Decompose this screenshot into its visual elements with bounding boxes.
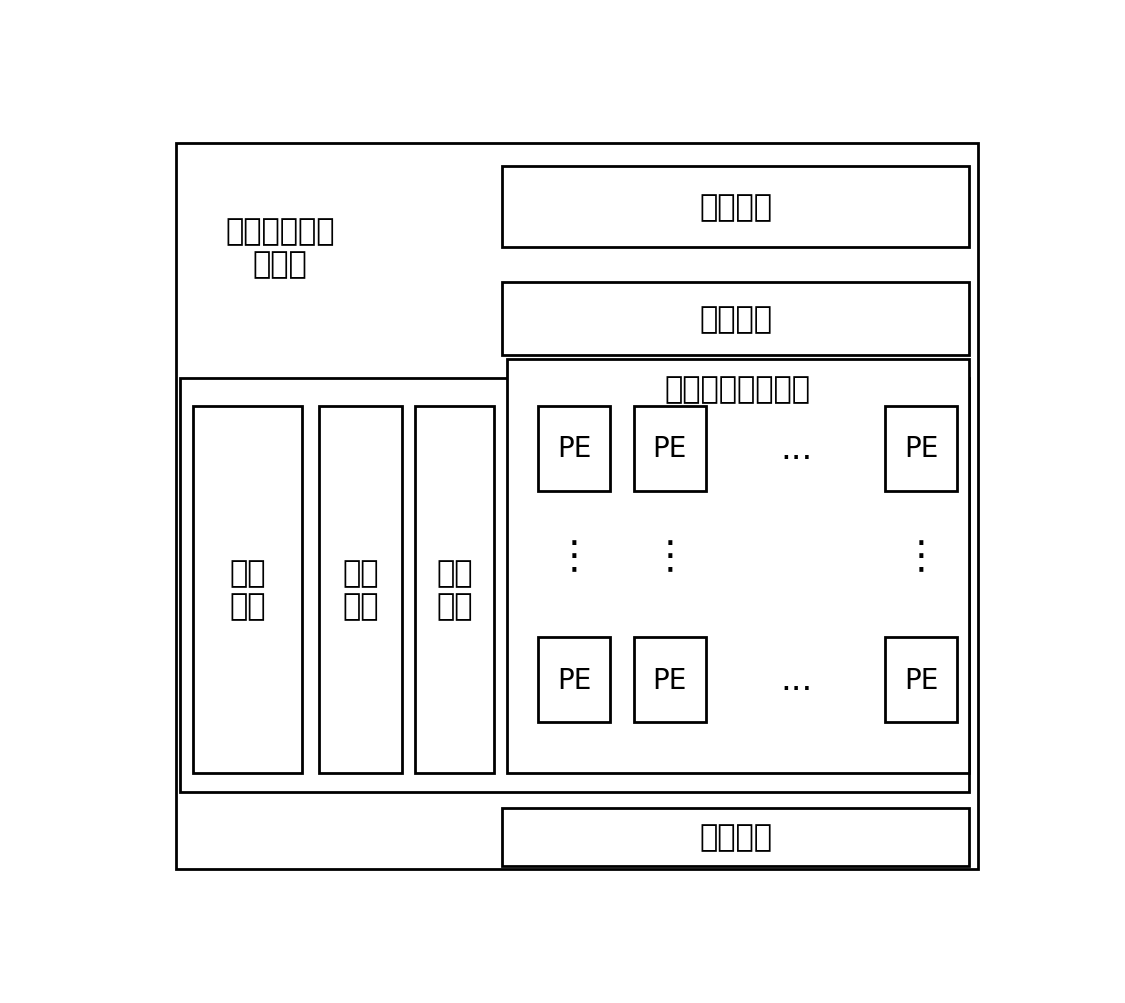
Text: PE: PE [557, 666, 591, 694]
Text: 控制
单元: 控制 单元 [342, 559, 379, 621]
Text: ⋮: ⋮ [901, 538, 940, 576]
Text: ...: ... [780, 432, 812, 465]
Text: 存储
单元: 存储 单元 [229, 559, 266, 621]
Text: 稀疏矩阵运算阵列: 稀疏矩阵运算阵列 [665, 375, 811, 403]
Text: 稀疏神经网络
处理器: 稀疏神经网络 处理器 [225, 217, 335, 279]
FancyBboxPatch shape [319, 406, 403, 773]
Text: PE: PE [652, 666, 687, 694]
Text: PE: PE [557, 434, 591, 462]
Text: ⋮: ⋮ [650, 538, 690, 576]
FancyBboxPatch shape [538, 406, 610, 491]
FancyBboxPatch shape [415, 406, 494, 773]
FancyBboxPatch shape [503, 283, 969, 356]
FancyBboxPatch shape [506, 360, 969, 773]
FancyBboxPatch shape [885, 638, 956, 723]
FancyBboxPatch shape [180, 379, 969, 792]
FancyBboxPatch shape [538, 638, 610, 723]
FancyBboxPatch shape [193, 406, 302, 773]
Text: 汇流
阵列: 汇流 阵列 [436, 559, 472, 621]
Text: 存储单元: 存储单元 [699, 193, 772, 222]
Text: 控制单元: 控制单元 [699, 305, 772, 334]
Text: ⋮: ⋮ [555, 538, 593, 576]
FancyBboxPatch shape [634, 638, 705, 723]
FancyBboxPatch shape [176, 143, 978, 870]
Text: PE: PE [903, 434, 938, 462]
FancyBboxPatch shape [503, 807, 969, 866]
Text: ...: ... [780, 664, 812, 697]
Text: PE: PE [652, 434, 687, 462]
Text: 计算单元: 计算单元 [699, 822, 772, 852]
FancyBboxPatch shape [885, 406, 956, 491]
Text: PE: PE [903, 666, 938, 694]
FancyBboxPatch shape [634, 406, 705, 491]
FancyBboxPatch shape [503, 166, 969, 248]
